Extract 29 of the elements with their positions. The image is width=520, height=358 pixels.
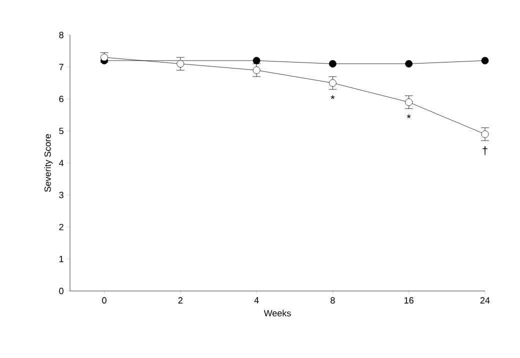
x-tick-label: 8 <box>330 297 335 304</box>
point <box>176 60 184 68</box>
point <box>481 130 489 138</box>
y-tick-label: 6 <box>59 96 64 102</box>
x-tick-label: 24 <box>480 297 490 304</box>
point <box>405 60 413 68</box>
x-tick-label: 2 <box>178 297 182 304</box>
y-axis-title: Severity Score <box>44 134 53 192</box>
y-tick-label: 8 <box>59 32 64 38</box>
y-tick-label: 3 <box>59 192 64 198</box>
annotation: * <box>406 114 411 118</box>
x-tick-label: 16 <box>404 297 414 304</box>
annotation: * <box>330 95 335 100</box>
point <box>252 56 260 64</box>
x-tick-label: 0 <box>102 297 106 304</box>
x-axis-title: Weeks <box>264 310 291 316</box>
point <box>481 56 489 64</box>
y-tick-label: 0 <box>59 288 64 294</box>
y-tick-label: 1 <box>59 256 64 262</box>
x-tick-label: 4 <box>254 297 259 304</box>
point <box>329 60 336 68</box>
point <box>252 66 260 74</box>
y-tick-label: 5 <box>59 128 64 134</box>
annotation: † <box>482 146 488 156</box>
y-tick-label: 2 <box>59 224 64 230</box>
y-tick-label: 4 <box>59 160 64 166</box>
y-tick-label: 7 <box>59 64 64 70</box>
point <box>405 98 413 106</box>
point <box>329 79 336 87</box>
